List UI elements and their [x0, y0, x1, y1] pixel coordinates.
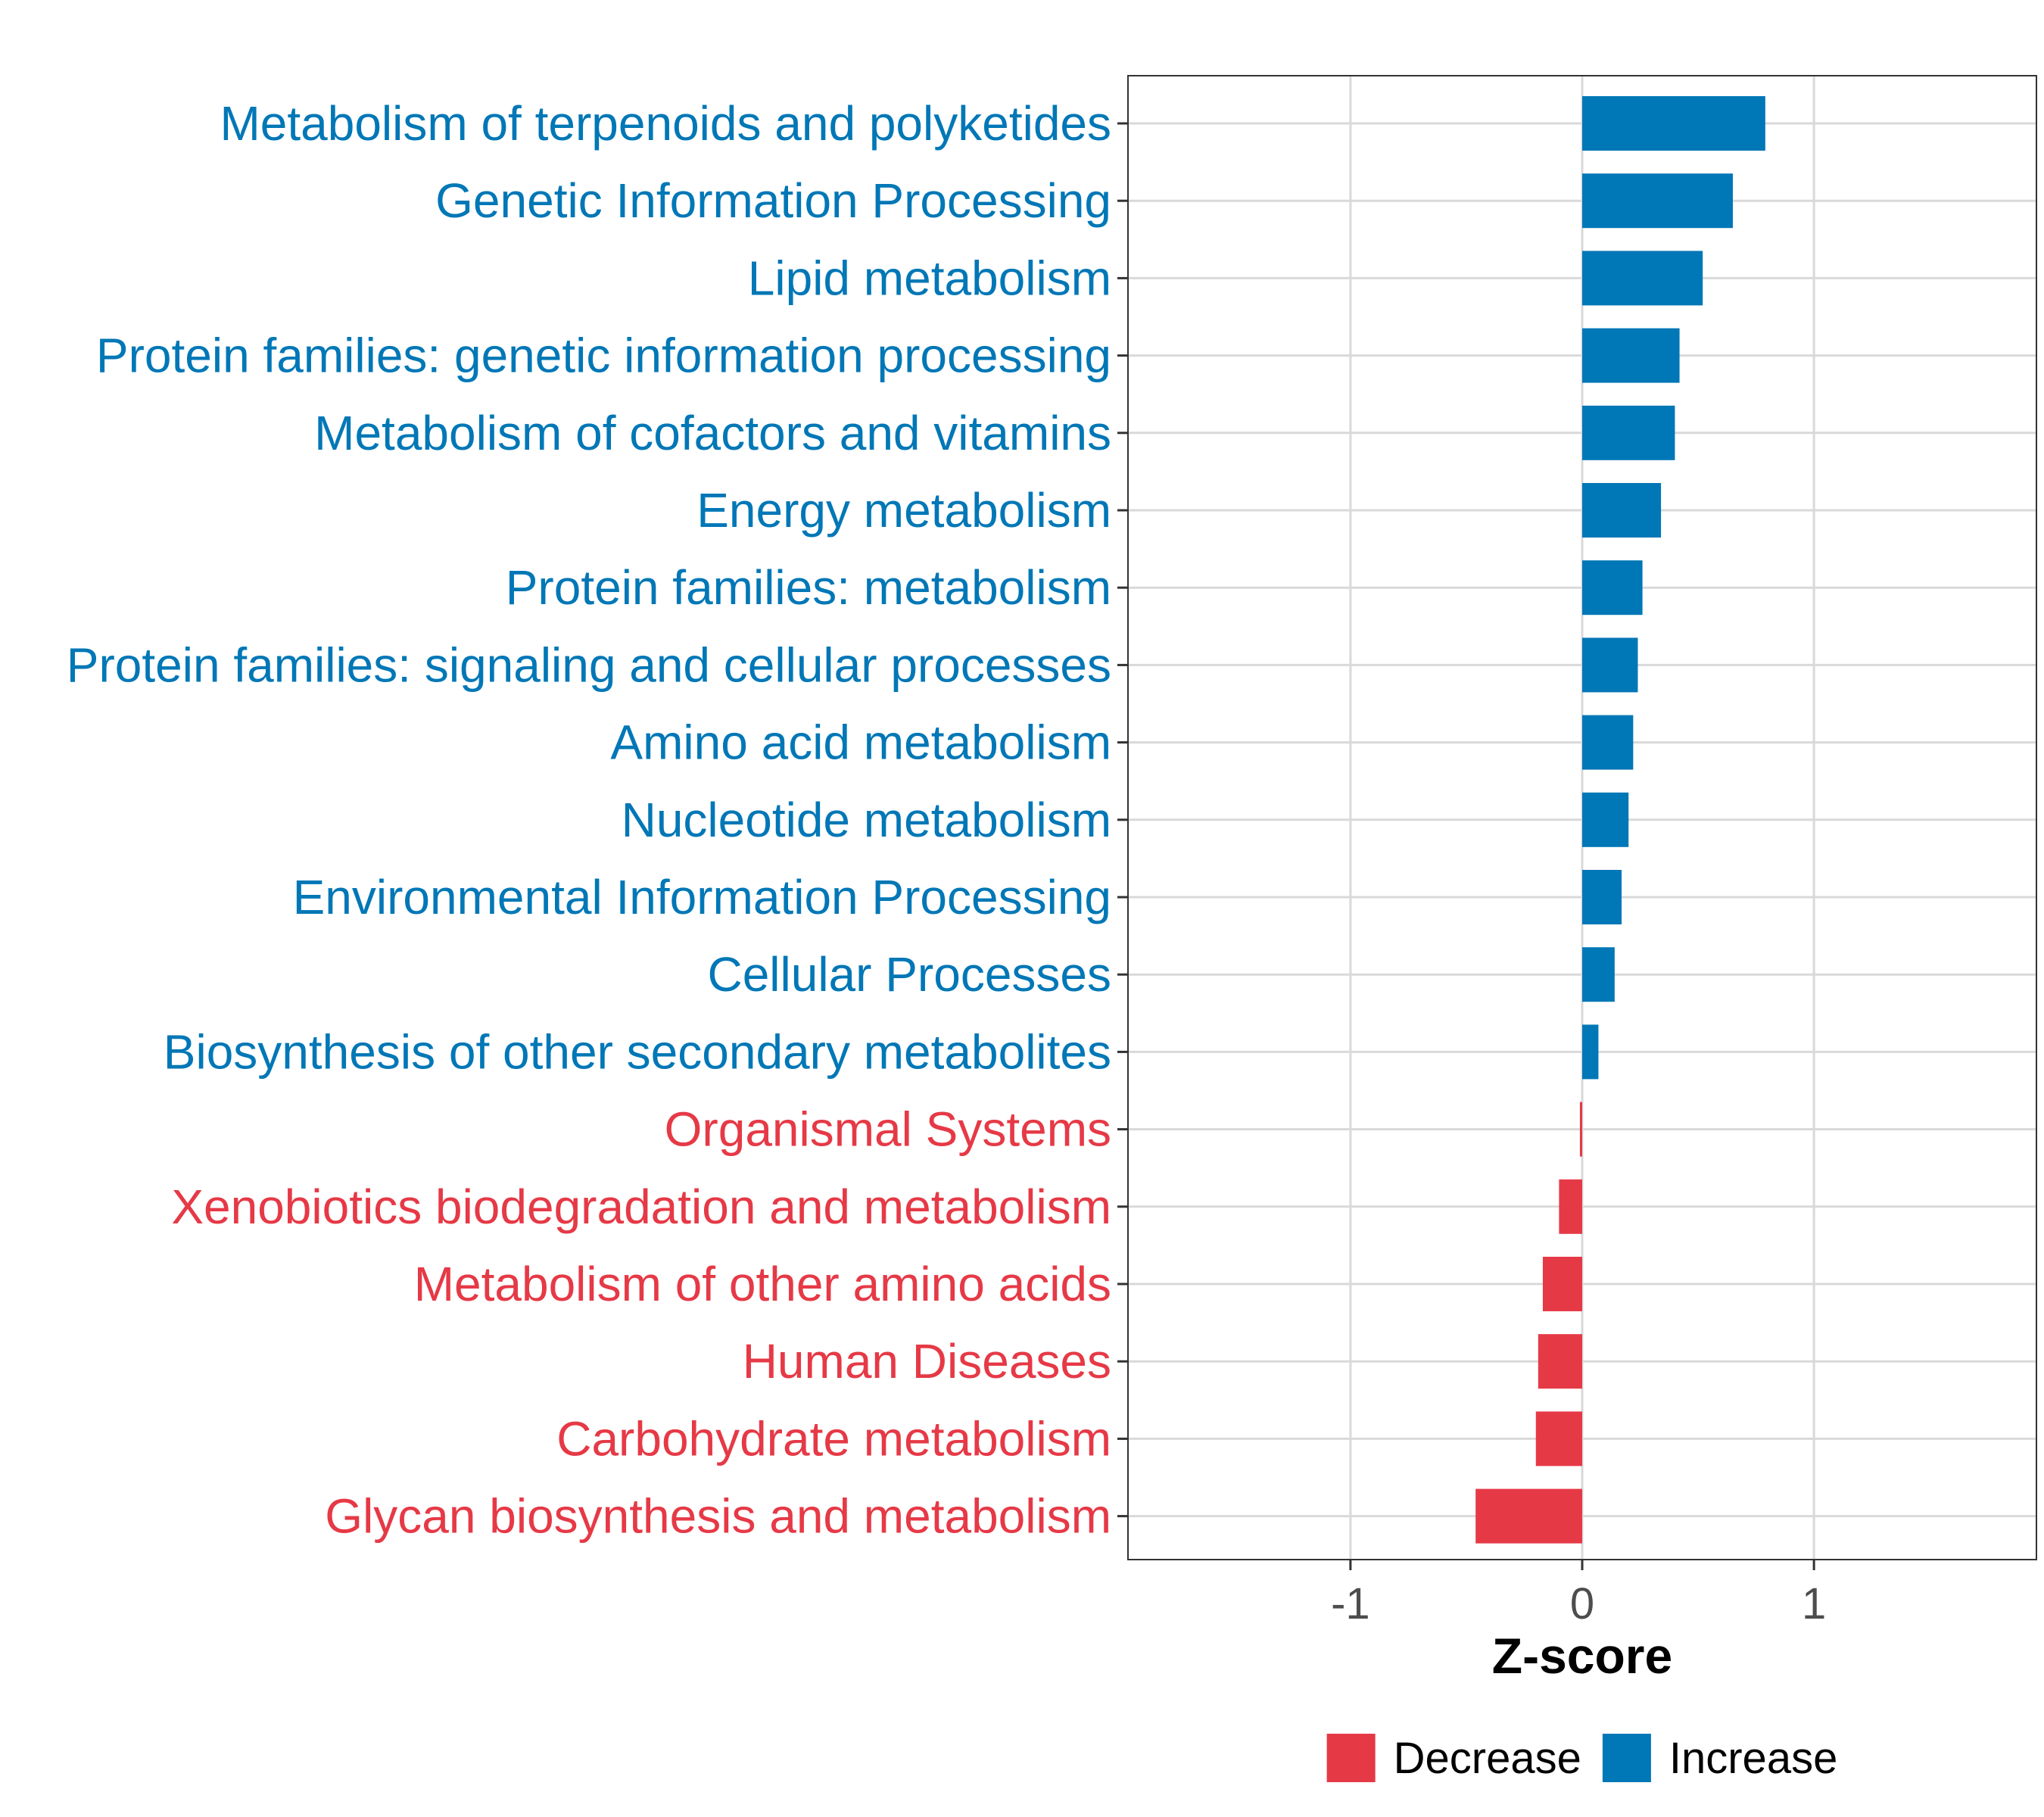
category-label: Lipid metabolism: [748, 251, 1111, 305]
legend-label-increase: Increase: [1669, 1734, 1837, 1783]
category-label: Protein families: metabolism: [506, 560, 1111, 615]
bar: [1582, 715, 1634, 770]
bar: [1475, 1488, 1582, 1544]
bar: [1582, 870, 1622, 924]
bar: [1582, 96, 1765, 151]
category-label: Protein families: signaling and cellular…: [67, 637, 1111, 692]
legend-key-decrease: [1326, 1734, 1376, 1782]
category-label: Human Diseases: [743, 1334, 1111, 1388]
category-label: Metabolism of other amino acids: [414, 1257, 1111, 1311]
bar: [1582, 405, 1675, 460]
bar: [1582, 251, 1703, 306]
x-axis-ticks: -1 0 1: [1331, 1560, 1826, 1628]
category-label: Protein families: genetic information pr…: [96, 329, 1111, 383]
legend-key-increase: [1602, 1734, 1651, 1782]
bar: [1559, 1179, 1582, 1234]
x-tick-label: 1: [1802, 1579, 1826, 1628]
bar: [1582, 483, 1662, 538]
bar: [1542, 1257, 1582, 1311]
y-axis-category-labels: Metabolism of terpenoids and polyketides…: [67, 96, 1111, 1544]
category-label: Xenobiotics biodegradation and metabolis…: [171, 1180, 1111, 1234]
x-axis-title: Z-score: [1492, 1628, 1672, 1684]
bar: [1579, 1102, 1582, 1157]
bar: [1582, 1024, 1599, 1080]
category-label: Genetic Information Processing: [435, 173, 1111, 228]
category-label: Organismal Systems: [665, 1102, 1111, 1157]
bar: [1538, 1334, 1582, 1389]
bar: [1582, 328, 1680, 383]
bar: [1535, 1411, 1582, 1466]
legend: Decrease Increase: [1326, 1734, 1837, 1783]
category-label: Metabolism of terpenoids and polyketides: [220, 96, 1111, 151]
legend-label-decrease: Decrease: [1394, 1734, 1581, 1783]
x-tick-label: 0: [1570, 1579, 1594, 1628]
category-label: Glycan biosynthesis and metabolism: [325, 1489, 1111, 1544]
category-label: Cellular Processes: [707, 947, 1111, 1002]
bars: [1475, 96, 1765, 1544]
bar: [1582, 792, 1629, 847]
bar: [1582, 637, 1638, 693]
bar: [1582, 173, 1733, 229]
category-label: Metabolism of cofactors and vitamins: [314, 406, 1111, 460]
bar: [1582, 947, 1615, 1002]
y-axis-ticks: [1117, 122, 1128, 1518]
category-label: Biosynthesis of other secondary metaboli…: [164, 1024, 1111, 1079]
category-label: Amino acid metabolism: [610, 715, 1111, 770]
category-label: Energy metabolism: [696, 483, 1111, 538]
x-tick-label: -1: [1331, 1579, 1370, 1628]
category-label: Environmental Information Processing: [293, 870, 1111, 924]
category-label: Carbohydrate metabolism: [556, 1411, 1111, 1466]
category-label: Nucleotide metabolism: [622, 793, 1111, 847]
bar: [1582, 560, 1643, 616]
